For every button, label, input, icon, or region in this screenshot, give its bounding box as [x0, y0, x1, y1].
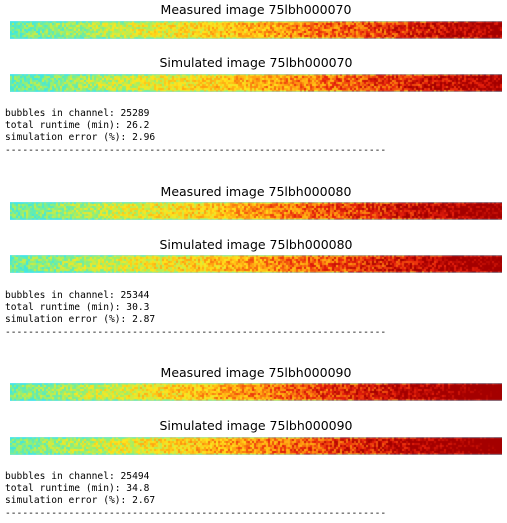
run-stats: bubbles in channel: 25494 total runtime … [5, 471, 155, 507]
run-stats: bubbles in channel: 25344 total runtime … [5, 290, 155, 326]
measured-image-heatmap [10, 202, 502, 220]
measured-image-heatmap [10, 383, 502, 401]
total-runtime: total runtime (min): 26.2 [5, 120, 150, 131]
bubbles-count: bubbles in channel: 25344 [5, 290, 150, 301]
simulated-image-heatmap [10, 437, 502, 455]
simulated-image-title: Simulated image 75lbh000090 [159, 418, 353, 433]
separator-line: ----------------------------------------… [5, 327, 387, 338]
simulated-image-heatmap [10, 255, 502, 273]
simulated-image-title: Simulated image 75lbh000080 [159, 237, 353, 252]
bubbles-count: bubbles in channel: 25289 [5, 108, 150, 119]
measured-image-title: Measured image 75lbh000070 [160, 2, 352, 17]
simulation-error: simulation error (%): 2.96 [5, 132, 156, 143]
measured-image-title: Measured image 75lbh000090 [160, 365, 352, 380]
simulated-image-title: Simulated image 75lbh000070 [159, 55, 353, 70]
total-runtime: total runtime (min): 30.3 [5, 302, 150, 313]
measured-image-title: Measured image 75lbh000080 [160, 184, 352, 199]
simulation-error: simulation error (%): 2.87 [5, 314, 156, 325]
simulation-error: simulation error (%): 2.67 [5, 495, 156, 506]
measured-image-heatmap [10, 21, 502, 39]
bubbles-count: bubbles in channel: 25494 [5, 471, 150, 482]
run-stats: bubbles in channel: 25289 total runtime … [5, 108, 155, 144]
separator-line: ----------------------------------------… [5, 145, 387, 156]
total-runtime: total runtime (min): 34.8 [5, 483, 150, 494]
separator-line: ----------------------------------------… [5, 508, 387, 519]
simulated-image-heatmap [10, 74, 502, 92]
